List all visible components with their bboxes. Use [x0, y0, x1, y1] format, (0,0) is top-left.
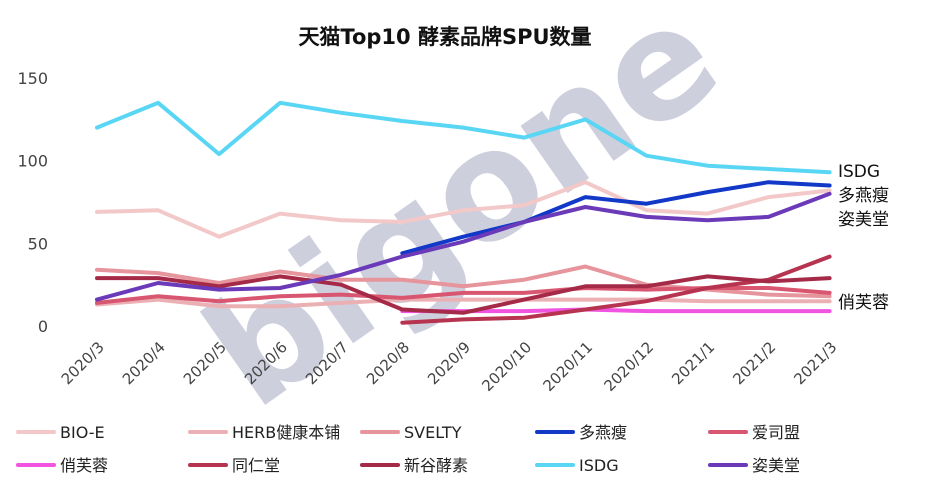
legend-item-svelty: SVELTY	[360, 423, 462, 442]
x-tick-label: 2021/1	[668, 338, 718, 388]
end-label-多燕瘦: 多燕瘦	[838, 186, 889, 206]
end-label-isdg: ISDG	[838, 162, 880, 182]
x-tick-label: 2020/3	[58, 338, 108, 388]
legend-label: 俏芙蓉	[60, 456, 108, 475]
legend-item-多燕瘦: 多燕瘦	[535, 423, 627, 442]
series-line-多燕瘦	[400, 180, 832, 256]
series-line-bio-e	[95, 180, 832, 239]
y-tick-label: 50	[28, 234, 48, 253]
series-line-新谷酵素	[95, 274, 832, 315]
legend-label: 爱司盟	[752, 423, 800, 442]
legend-label: 姿美堂	[752, 456, 800, 475]
legend-label: 多燕瘦	[579, 423, 627, 442]
legend-label: ISDG	[579, 456, 619, 475]
y-axis: 0 50 100 150	[17, 69, 48, 336]
legend-label: 新谷酵素	[404, 456, 468, 475]
legend-item-姿美堂: 姿美堂	[708, 456, 800, 475]
series-lines	[95, 100, 832, 325]
x-tick-label: 2020/12	[600, 338, 657, 395]
legend-item-新谷酵素: 新谷酵素	[360, 456, 468, 475]
x-tick-label: 2020/9	[424, 338, 474, 388]
legend-item-bio-e: BIO-E	[16, 423, 105, 442]
x-tick-label: 2021/2	[729, 338, 779, 388]
x-axis: 2020/3 2020/4 2020/5 2020/6 2020/7 2020/8 2020…	[58, 338, 841, 395]
x-tick-label: 2020/11	[539, 338, 596, 395]
legend-item-isdg: ISDG	[535, 456, 619, 475]
series-line-isdg	[95, 100, 832, 175]
legend-item-爱司盟: 爱司盟	[708, 423, 800, 442]
series-line-姿美堂	[95, 191, 832, 302]
legend-label: BIO-E	[60, 423, 105, 442]
legend-item-俏芙蓉: 俏芙蓉	[16, 456, 108, 475]
chart-title: 天猫Top10 酵素品牌SPU数量	[298, 25, 591, 49]
legend-item-herb健康本铺: HERB健康本铺	[188, 423, 340, 442]
legend-item-同仁堂: 同仁堂	[188, 456, 280, 475]
y-tick-label: 0	[38, 317, 48, 336]
series-line-herb健康本铺	[95, 297, 832, 309]
end-label-俏芙蓉: 俏芙蓉	[838, 293, 889, 313]
legend-label: SVELTY	[404, 423, 462, 442]
x-tick-label: 2021/3	[790, 338, 840, 388]
y-tick-label: 100	[17, 152, 48, 171]
x-tick-label: 2020/10	[478, 338, 535, 395]
legend-label: 同仁堂	[232, 456, 280, 475]
legend-label: HERB健康本铺	[232, 423, 340, 442]
x-tick-label: 2020/4	[119, 338, 169, 388]
y-tick-label: 150	[17, 69, 48, 88]
end-label-姿美堂: 姿美堂	[838, 210, 889, 230]
